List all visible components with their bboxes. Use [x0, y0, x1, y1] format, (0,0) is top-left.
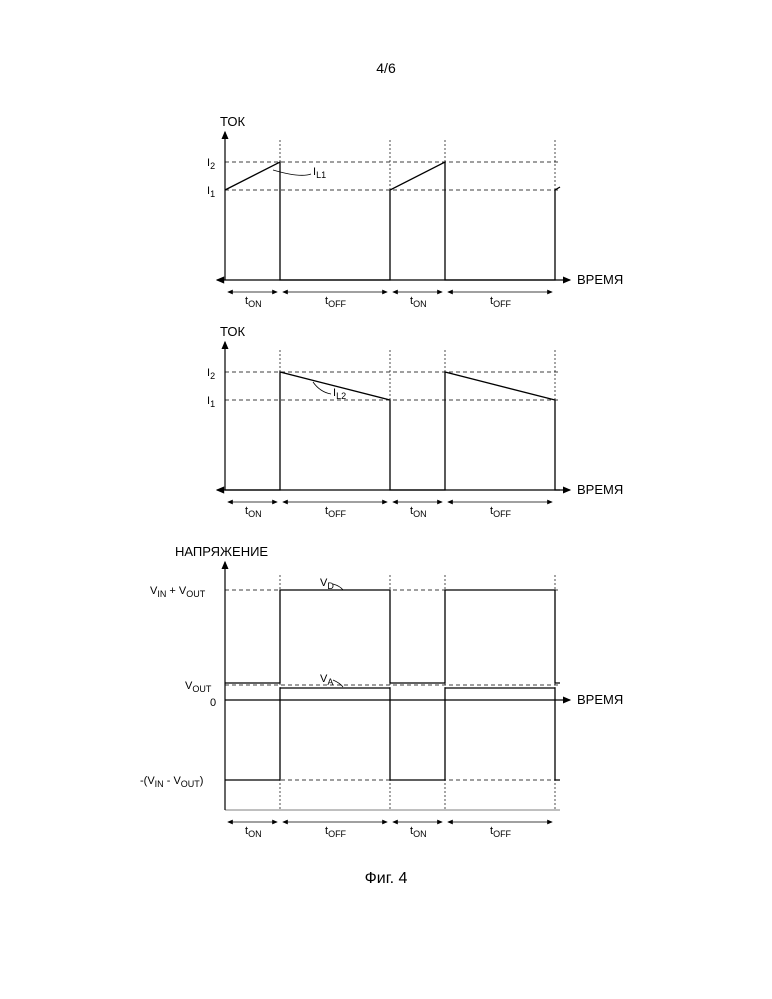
chart2-xseg-1: tOFF [283, 502, 387, 519]
figure-caption: Фиг. 4 [0, 870, 772, 888]
chart3-y-title: НАПРЯЖЕНИЕ [175, 544, 268, 559]
chart3-waveform-vd [225, 590, 560, 683]
chart2-waveform [225, 372, 560, 490]
chart1-xseg-0: tON [228, 292, 277, 309]
chart-2: ТОК ВРЕМЯ I2 I1 IL2 tON tOFF tON tOFF [207, 324, 623, 519]
chart3-tick-top: VIN + VOUT [150, 585, 206, 599]
svg-text:tON: tON [410, 295, 427, 309]
svg-text:tOFF: tOFF [490, 295, 512, 309]
chart3-label-vd: VD [320, 577, 334, 591]
chart2-tick-i1: I1 [207, 395, 215, 409]
chart3-xseg-2: tON [393, 822, 442, 839]
svg-text:tOFF: tOFF [490, 505, 512, 519]
chart2-xseg-2: tON [393, 502, 442, 519]
chart3-tick-vout: VOUT [185, 680, 212, 694]
figure-svg: ТОК ВРЕМЯ I2 I1 IL1 tON tOFF tON tOFF ТО… [0, 0, 772, 999]
chart2-x-title: ВРЕМЯ [577, 482, 623, 497]
svg-text:tON: tON [410, 825, 427, 839]
chart2-tick-i2: I2 [207, 367, 215, 381]
chart2-xseg-3: tOFF [448, 502, 552, 519]
svg-text:tON: tON [245, 295, 262, 309]
chart2-signal-label: IL2 [333, 387, 346, 401]
chart3-waveform-va [225, 688, 560, 780]
svg-text:tON: tON [245, 505, 262, 519]
chart1-xseg-3: tOFF [448, 292, 552, 309]
chart1-x-title: ВРЕМЯ [577, 272, 623, 287]
chart-1: ТОК ВРЕМЯ I2 I1 IL1 tON tOFF tON tOFF [207, 114, 623, 309]
chart3-xseg-0: tON [228, 822, 277, 839]
chart1-y-title: ТОК [220, 114, 245, 129]
chart3-label-va: VA [320, 673, 333, 687]
chart3-x-title: ВРЕМЯ [577, 692, 623, 707]
svg-text:tON: tON [410, 505, 427, 519]
chart1-tick-i2: I2 [207, 157, 215, 171]
chart3-tick-zero: 0 [210, 697, 216, 709]
svg-text:tOFF: tOFF [325, 825, 347, 839]
chart1-xseg-2: tON [393, 292, 442, 309]
chart1-waveform [225, 162, 560, 280]
chart3-xseg-1: tOFF [283, 822, 387, 839]
chart-3: НАПРЯЖЕНИЕ ВРЕМЯ VIN + VOUT VOUT 0 -(VIN… [140, 544, 623, 839]
svg-text:tOFF: tOFF [325, 505, 347, 519]
chart2-xseg-0: tON [228, 502, 277, 519]
svg-text:tOFF: tOFF [325, 295, 347, 309]
chart3-xseg-3: tOFF [448, 822, 552, 839]
chart1-tick-i1: I1 [207, 185, 215, 199]
chart3-tick-bottom: -(VIN - VOUT) [140, 775, 203, 789]
svg-text:tON: tON [245, 825, 262, 839]
svg-text:tOFF: tOFF [490, 825, 512, 839]
chart2-y-title: ТОК [220, 324, 245, 339]
chart1-signal-label: IL1 [313, 166, 326, 180]
chart1-xseg-1: tOFF [283, 292, 387, 309]
